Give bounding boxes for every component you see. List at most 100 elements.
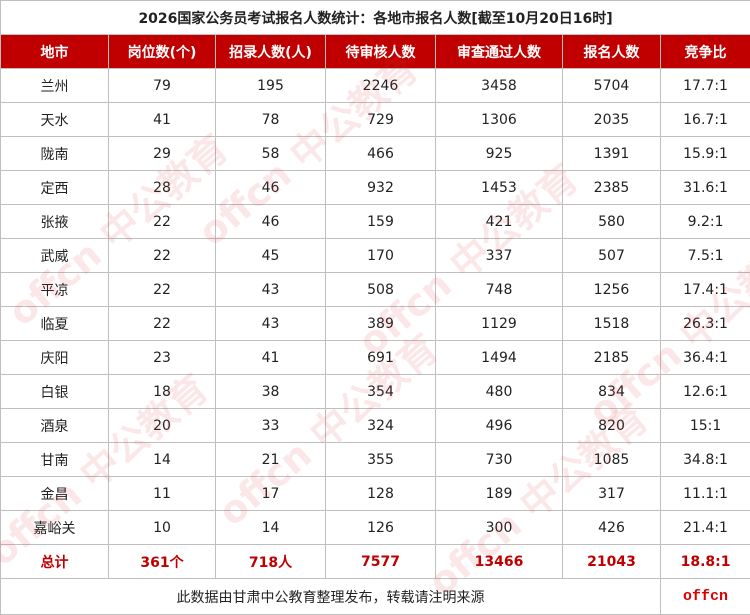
cell: 庆阳: [1, 341, 109, 375]
cell: 466: [326, 137, 436, 171]
cell: 白银: [1, 375, 109, 409]
cell: 15.9:1: [661, 137, 750, 171]
cell: 79: [109, 69, 216, 103]
cell: 1518: [563, 307, 661, 341]
cell: 9.2:1: [661, 205, 750, 239]
cell: 7577: [326, 545, 436, 579]
cell: 10: [109, 511, 216, 545]
cell: 729: [326, 103, 436, 137]
cell: 定西: [1, 171, 109, 205]
cell: 1129: [436, 307, 563, 341]
header-row: 地市岗位数(个)招录人数(人)待审核人数审查通过人数报名人数竞争比: [1, 35, 750, 69]
cell: 地市: [1, 35, 109, 69]
cell: 16.7:1: [661, 103, 750, 137]
cell: 13466: [436, 545, 563, 579]
cell: 2035: [563, 103, 661, 137]
cell: 41: [216, 341, 326, 375]
footer-logo: offcn: [661, 579, 750, 615]
cell: 3458: [436, 69, 563, 103]
cell: 508: [326, 273, 436, 307]
cell: 58: [216, 137, 326, 171]
cell: 11.1:1: [661, 477, 750, 511]
cell: 1494: [436, 341, 563, 375]
cell: 22: [109, 205, 216, 239]
cell: 审查通过人数: [436, 35, 563, 69]
cell: 38: [216, 375, 326, 409]
cell: 26.3:1: [661, 307, 750, 341]
cell: 23: [109, 341, 216, 375]
cell: 324: [326, 409, 436, 443]
cell: 834: [563, 375, 661, 409]
cell: 21: [216, 443, 326, 477]
cell: 待审核人数: [326, 35, 436, 69]
cell: 421: [436, 205, 563, 239]
title-row: 2026国家公务员考试报名人数统计：各地市报名人数[截至10月20日16时]: [1, 1, 750, 35]
cell: 128: [326, 477, 436, 511]
cell: 195: [216, 69, 326, 103]
cell: 28: [109, 171, 216, 205]
cell: 兰州: [1, 69, 109, 103]
cell: 78: [216, 103, 326, 137]
cell: 159: [326, 205, 436, 239]
cell: 酒泉: [1, 409, 109, 443]
cell: 189: [436, 477, 563, 511]
cell: 岗位数(个): [109, 35, 216, 69]
cell: 2246: [326, 69, 436, 103]
cell: 17.4:1: [661, 273, 750, 307]
cell: 21043: [563, 545, 661, 579]
cell: 730: [436, 443, 563, 477]
cell: 2185: [563, 341, 661, 375]
cell: 426: [563, 511, 661, 545]
cell: 480: [436, 375, 563, 409]
cell: 22: [109, 307, 216, 341]
cell: 18: [109, 375, 216, 409]
cell: 竞争比: [661, 35, 750, 69]
cell: 17: [216, 477, 326, 511]
cell: 354: [326, 375, 436, 409]
cell: 34.8:1: [661, 443, 750, 477]
cell: 43: [216, 307, 326, 341]
cell: 12.6:1: [661, 375, 750, 409]
cell: 21.4:1: [661, 511, 750, 545]
cell: 33: [216, 409, 326, 443]
cell: 14: [109, 443, 216, 477]
cell: 36.4:1: [661, 341, 750, 375]
cell: 14: [216, 511, 326, 545]
cell: 932: [326, 171, 436, 205]
cell: 300: [436, 511, 563, 545]
cell: 389: [326, 307, 436, 341]
cell: 31.6:1: [661, 171, 750, 205]
title: 2026国家公务员考试报名人数统计：各地市报名人数[截至10月20日16时]: [1, 1, 750, 35]
cell: 820: [563, 409, 661, 443]
cell: 临夏: [1, 307, 109, 341]
cell: 507: [563, 239, 661, 273]
cell: 22: [109, 273, 216, 307]
cell: 925: [436, 137, 563, 171]
cell: 361个: [109, 545, 216, 579]
cell: 总计: [1, 545, 109, 579]
cell: 招录人数(人): [216, 35, 326, 69]
cell: 1306: [436, 103, 563, 137]
cell: 张掖: [1, 205, 109, 239]
cell: 580: [563, 205, 661, 239]
cell: 45: [216, 239, 326, 273]
cell: 嘉峪关: [1, 511, 109, 545]
cell: 46: [216, 171, 326, 205]
cell: 11: [109, 477, 216, 511]
cell: 平凉: [1, 273, 109, 307]
